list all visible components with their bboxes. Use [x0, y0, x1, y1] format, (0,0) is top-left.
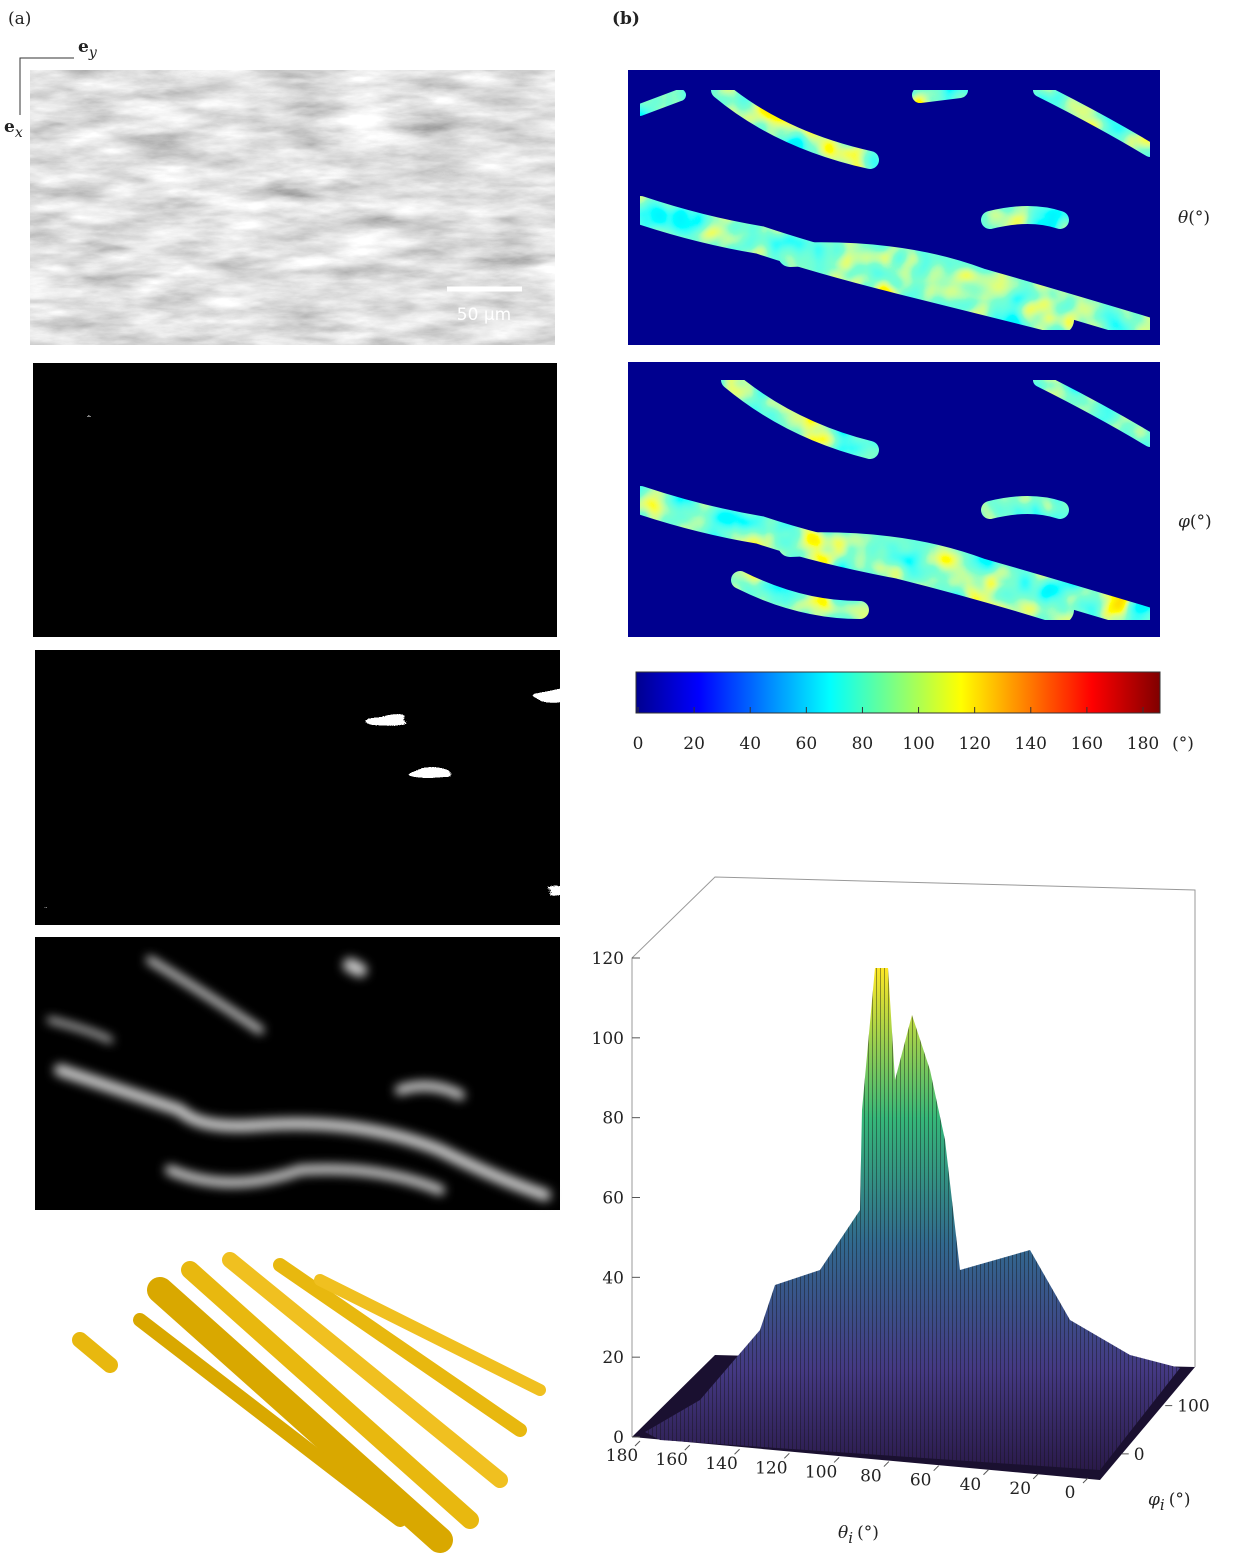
z-tick-label: 0	[613, 1428, 624, 1448]
axis-symbol: φ	[1148, 1490, 1160, 1510]
x-tick-label: 100	[805, 1462, 837, 1482]
map-unit: (°)	[1188, 208, 1210, 228]
panel-label: (a)	[8, 9, 31, 29]
x-tick-label: 60	[910, 1471, 932, 1491]
colorbar-tick-label: 160	[1071, 734, 1103, 754]
histogram	[631, 876, 1196, 1480]
map-symbol: φ	[1178, 512, 1190, 532]
axes-glyph-lines	[19, 57, 74, 115]
phi-map	[626, 362, 1162, 637]
x-tick-label: 0	[1065, 1483, 1076, 1503]
colorbar-tick-label: 140	[1015, 734, 1047, 754]
axis-ey: ey	[78, 37, 98, 61]
x-tick-label: 20	[1009, 1479, 1031, 1499]
x-tick	[933, 1465, 940, 1472]
colorbar-tick-label: 80	[852, 734, 874, 754]
theta-map	[626, 70, 1162, 345]
panel-label: (b)	[612, 9, 640, 29]
x-tick-label: 120	[755, 1458, 787, 1478]
colorbar-tick-label: 180	[1127, 734, 1159, 754]
z-tick-label: 40	[602, 1268, 624, 1288]
colorbar	[635, 671, 1161, 714]
axis-symbol: θ	[838, 1523, 848, 1543]
y-tick-label: 0	[1134, 1445, 1145, 1465]
colorbar-tick-label: 0	[633, 734, 644, 754]
axis-subscript: i	[848, 1529, 853, 1547]
x-tick	[684, 1444, 691, 1451]
map-fibers	[626, 81, 1162, 342]
map-label: θ(°)	[1178, 208, 1210, 228]
binary-image	[33, 363, 557, 637]
x-tick	[634, 1440, 641, 1447]
axis-subscript: y	[88, 45, 98, 61]
colorbar-ticks: 0 20 40 60 80 100 120 140 160 180 (°)	[633, 707, 1194, 754]
map-fibers	[626, 371, 1162, 632]
histogram-axes: 0 20 40 60 80 100 120 180 160 140 120 100 80 60 40 20 0 0…	[592, 949, 1210, 1503]
x-tick-label: 160	[656, 1450, 688, 1470]
colorbar-tick-label: 100	[902, 734, 934, 754]
axis-ex: ex	[4, 117, 23, 141]
x-tick	[783, 1452, 790, 1459]
x-axis-label: θi (°)	[838, 1523, 879, 1547]
axis-subscript: x	[15, 125, 23, 141]
colorbar-tick-label: 120	[958, 734, 990, 754]
x-tick	[833, 1457, 840, 1463]
z-tick-label: 20	[602, 1348, 624, 1368]
render-3d	[72, 1252, 546, 1553]
axis-symbol: e	[4, 117, 15, 137]
x-tick-label: 180	[606, 1446, 638, 1466]
scale-bar-label: 50 µm	[457, 305, 511, 325]
x-tick-label: 140	[705, 1454, 737, 1474]
axis-unit: (°)	[1169, 1490, 1191, 1510]
colorbar-tick-label: 20	[683, 734, 705, 754]
map-symbol: θ	[1178, 208, 1188, 228]
x-tick	[1032, 1473, 1039, 1480]
colorbar-unit: (°)	[1172, 734, 1194, 754]
axis-subscript: i	[1160, 1496, 1165, 1514]
x-tick	[1082, 1477, 1089, 1484]
x-tick	[883, 1461, 890, 1467]
axis-symbol: e	[78, 37, 89, 57]
x-tick-label: 80	[860, 1467, 882, 1487]
z-tick-label: 100	[592, 1029, 624, 1049]
map-label: φ(°)	[1178, 512, 1212, 532]
z-tick-label: 80	[602, 1109, 624, 1129]
distance-streaks	[47, 956, 551, 1201]
axes-glyph: ey ex	[4, 37, 98, 141]
colorbar-tick-label: 60	[796, 734, 818, 754]
x-tick-label: 40	[960, 1475, 982, 1495]
segmented-image	[35, 650, 560, 925]
colorbar-tick-label: 40	[739, 734, 761, 754]
hist-bar-edges	[645, 968, 1180, 1470]
y-axis-label: φi (°)	[1148, 1490, 1190, 1514]
axis-unit: (°)	[857, 1523, 879, 1543]
y-tick-label: 100	[1177, 1397, 1209, 1417]
z-tick-label: 60	[602, 1189, 624, 1209]
x-tick	[734, 1448, 740, 1455]
x-tick	[983, 1469, 989, 1476]
distance-map	[35, 937, 560, 1210]
map-unit: (°)	[1190, 512, 1212, 532]
micrograph	[30, 70, 555, 345]
z-tick-label: 120	[592, 949, 624, 969]
